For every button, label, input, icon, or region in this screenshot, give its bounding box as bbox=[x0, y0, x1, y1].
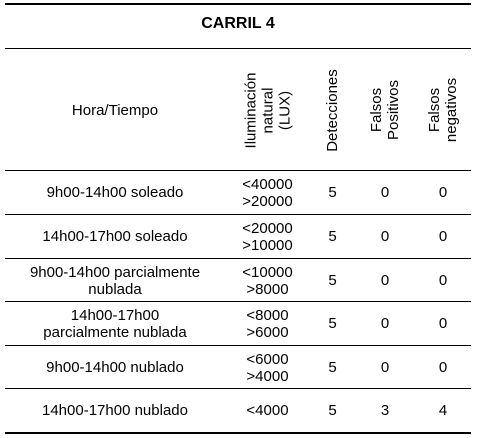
cell-hora-line: nublada bbox=[88, 280, 142, 298]
cell-falsos-positivos: 0 bbox=[380, 228, 390, 245]
cell-falsos-negativos: 0 bbox=[438, 272, 448, 289]
header-fn-line: negativos bbox=[443, 77, 460, 143]
header-iluminacion-line: Iluminación bbox=[242, 72, 259, 148]
cell-lux-line: <20000 bbox=[242, 219, 293, 237]
cell-hora: 9h00-14h00 parcialmente nublada bbox=[5, 259, 225, 302]
cell-lux: <20000 >10000 bbox=[225, 215, 310, 258]
header-fn-line: Falsos bbox=[426, 87, 443, 133]
cell-lux-line: <8000 bbox=[246, 306, 289, 324]
header-rule bbox=[5, 170, 471, 171]
cell-detecciones: 5 bbox=[328, 359, 337, 376]
cell-falsos-negativos: 0 bbox=[438, 184, 448, 201]
cell-lux-line: >4000 bbox=[246, 367, 289, 385]
cell-hora: 14h00-17h00 parcialmente nublada bbox=[5, 302, 225, 345]
cell-lux-line: <40000 bbox=[242, 175, 293, 193]
cell-hora-line: 14h00-17h00 soleado bbox=[42, 228, 188, 245]
header-detecciones-label: Detecciones bbox=[324, 68, 342, 152]
cell-falsos-negativos: 0 bbox=[438, 315, 448, 332]
cell-falsos-positivos: 3 bbox=[380, 402, 390, 419]
cell-lux-line: >10000 bbox=[242, 236, 293, 254]
header-detecciones: Detecciones bbox=[310, 50, 355, 170]
cell-lux: <8000 >6000 bbox=[225, 302, 310, 345]
cell-detecciones: 5 bbox=[328, 184, 337, 201]
header-iluminacion: Iluminación natural (LUX) bbox=[225, 50, 310, 170]
cell-lux-line: <10000 bbox=[242, 263, 293, 281]
cell-hora-line: 14h00-17h00 bbox=[70, 306, 160, 324]
cell-hora-line: 14h00-17h00 nublado bbox=[42, 402, 188, 419]
cell-lux: <40000 >20000 bbox=[225, 171, 310, 214]
cell-hora: 14h00-17h00 soleado bbox=[5, 215, 225, 258]
header-hora: Hora/Tiempo bbox=[71, 101, 159, 119]
cell-detecciones: 5 bbox=[328, 272, 337, 289]
header-iluminacion-line: natural bbox=[259, 87, 276, 133]
cell-falsos-positivos: 0 bbox=[380, 272, 390, 289]
cell-falsos-negativos: 4 bbox=[438, 402, 448, 419]
cell-detecciones: 5 bbox=[328, 402, 337, 419]
cell-hora: 14h00-17h00 nublado bbox=[5, 389, 225, 432]
cell-lux-line: >8000 bbox=[246, 280, 289, 298]
cell-lux-line: <6000 bbox=[246, 350, 289, 368]
row-rule bbox=[5, 388, 471, 389]
cell-falsos-positivos: 0 bbox=[380, 184, 390, 201]
row-rule bbox=[5, 258, 471, 259]
cell-falsos-positivos: 0 bbox=[380, 315, 390, 332]
cell-lux-line: <4000 bbox=[246, 402, 289, 419]
table-title: CARRIL 4 bbox=[201, 15, 275, 32]
header-falsos-negativos: Falsos negativos bbox=[415, 50, 471, 170]
bottom-rule bbox=[5, 432, 471, 434]
cell-hora: 9h00-14h00 soleado bbox=[5, 171, 225, 214]
cell-hora-line: parcialmente nublada bbox=[43, 323, 187, 341]
cell-falsos-negativos: 0 bbox=[438, 228, 448, 245]
header-iluminacion-line: (LUX) bbox=[276, 90, 293, 130]
top-rule bbox=[5, 3, 471, 5]
row-rule bbox=[5, 345, 471, 346]
cell-lux: <4000 bbox=[225, 389, 310, 432]
row-rule bbox=[5, 214, 471, 215]
cell-lux-line: >20000 bbox=[242, 192, 293, 210]
cell-lux: <6000 >4000 bbox=[225, 346, 310, 389]
title-rule bbox=[5, 48, 471, 49]
cell-lux: <10000 >8000 bbox=[225, 259, 310, 302]
cell-hora-line: 9h00-14h00 nublado bbox=[46, 359, 184, 376]
cell-lux-line: >6000 bbox=[246, 323, 289, 341]
row-rule bbox=[5, 301, 471, 302]
cell-detecciones: 5 bbox=[328, 228, 337, 245]
cell-hora: 9h00-14h00 nublado bbox=[5, 346, 225, 389]
cell-hora-line: 9h00-14h00 parcialmente bbox=[29, 263, 201, 281]
header-fp-line: Falsos bbox=[368, 87, 385, 133]
cell-detecciones: 5 bbox=[328, 315, 337, 332]
header-falsos-positivos: Falsos Positivos bbox=[355, 50, 415, 170]
cell-falsos-positivos: 0 bbox=[380, 359, 390, 376]
cell-hora-line: 9h00-14h00 soleado bbox=[46, 184, 184, 201]
cell-falsos-negativos: 0 bbox=[438, 359, 448, 376]
header-fp-line: Positivos bbox=[385, 79, 402, 141]
